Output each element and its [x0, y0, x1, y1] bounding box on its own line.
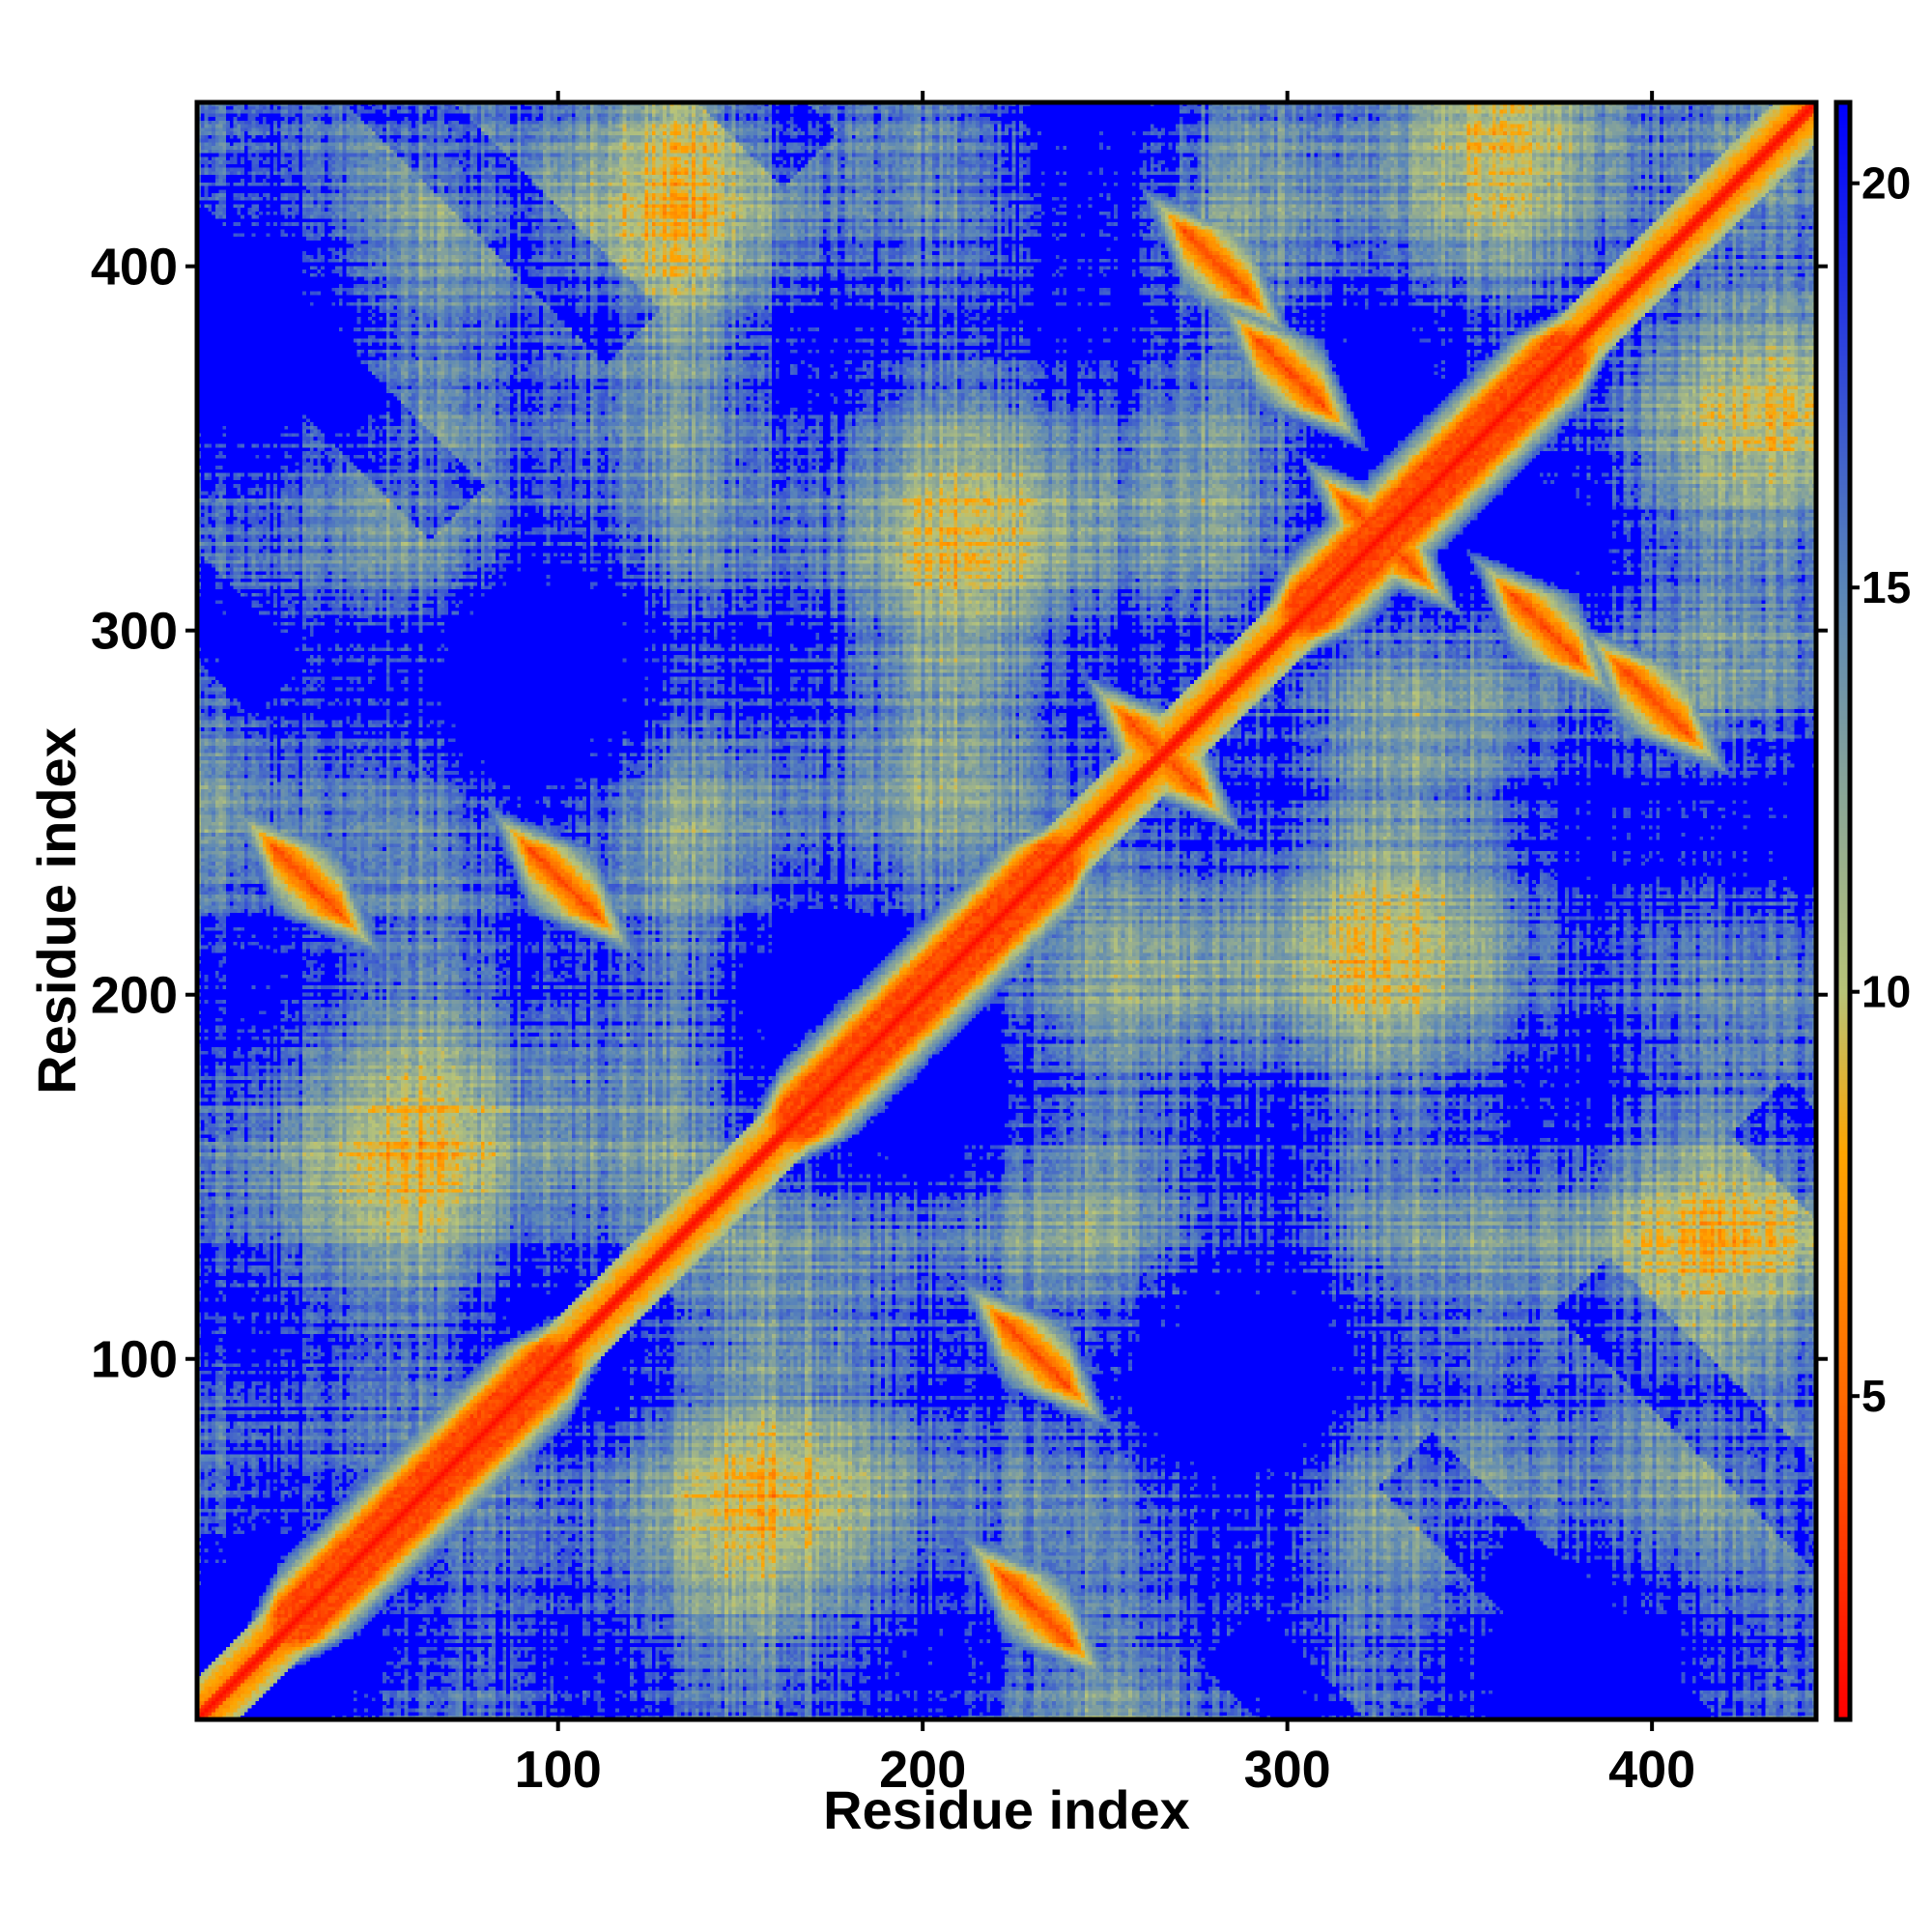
- y-tick-label: 400: [91, 239, 178, 297]
- colorbar-tick-label: 5: [1861, 1371, 1887, 1421]
- colorbar-ticks: 5 10 15 20: [1850, 158, 1911, 1421]
- colorbar-frame: [1833, 99, 1853, 1722]
- y-tick-label: 300: [91, 603, 178, 661]
- x-tick-label: 400: [1608, 1741, 1695, 1799]
- x-tick-label: 100: [515, 1741, 602, 1799]
- plot-frame: [194, 99, 1819, 1722]
- y-tick-label: 200: [91, 967, 178, 1025]
- y-axis-label: Residue index: [26, 727, 87, 1094]
- colorbar-tick-label: 20: [1861, 158, 1911, 209]
- x-axis-label: Residue index: [823, 1779, 1190, 1840]
- colorbar-tick-label: 15: [1861, 562, 1911, 612]
- y-tick-label: 100: [91, 1331, 178, 1389]
- y-axis-ticks: 100 200 300 400: [91, 239, 1828, 1389]
- x-axis-ticks: 100 200 300 400: [515, 91, 1695, 1799]
- x-tick-label: 300: [1244, 1741, 1331, 1799]
- colorbar-tick-label: 10: [1861, 967, 1911, 1017]
- distance-heatmap: [197, 102, 1816, 1719]
- x-tick-label: 200: [879, 1741, 966, 1799]
- colorbar-gradient: [1836, 102, 1850, 1719]
